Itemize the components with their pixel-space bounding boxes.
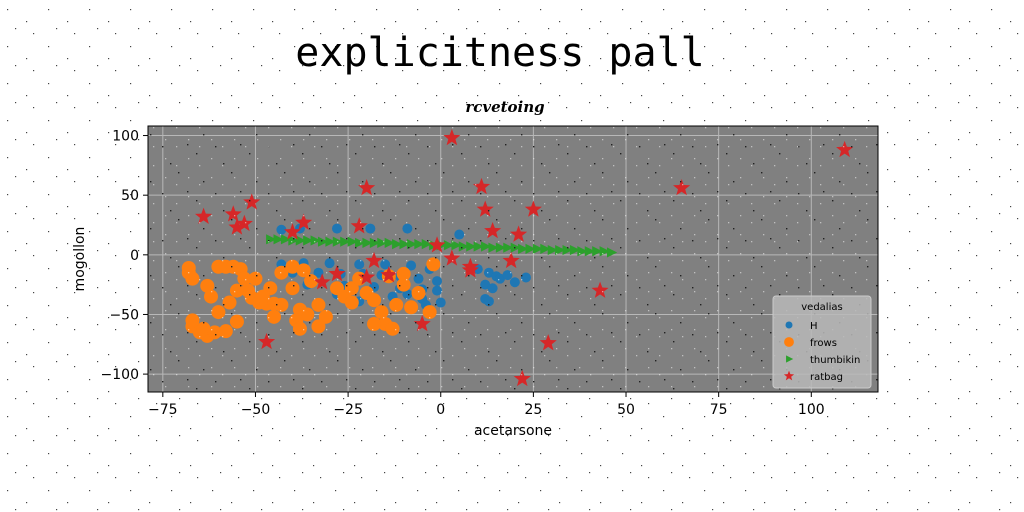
- legend-label-frows: frows: [810, 338, 837, 349]
- y-tick-label: −100: [101, 367, 139, 383]
- legend-label-H: H: [810, 321, 818, 332]
- y-tick-label: 50: [121, 188, 139, 204]
- x-tick-label: 25: [524, 402, 542, 418]
- x-tick-label: 100: [798, 402, 825, 418]
- y-tick-label: 100: [112, 129, 139, 145]
- legend-title: vedalias: [801, 302, 842, 313]
- x-tick-label: −75: [148, 402, 178, 418]
- x-tick-label: −50: [241, 402, 271, 418]
- plot-frame: [147, 125, 879, 393]
- x-tick-label: 75: [710, 402, 728, 418]
- legend-marker-ratbag: [783, 370, 795, 381]
- legend-label-thumbikin: thumbikin: [810, 355, 860, 366]
- x-tick-label: 0: [436, 402, 445, 418]
- x-tick-label: 50: [617, 402, 635, 418]
- y-tick-label: 0: [130, 248, 139, 264]
- legend-marker-thumbikin: [786, 355, 794, 363]
- y-axis-label: mogollon: [72, 227, 88, 292]
- plot-area: −75 −50 −25 0 25 50 75 100 −100 −50 0 50 100: [101, 125, 879, 418]
- figure-suptitle: explicitness pall: [295, 30, 704, 76]
- ticks: −75 −50 −25 0 25 50 75 100 −100 −50 0 50 100: [101, 129, 825, 418]
- legend-label-ratbag: ratbag: [810, 372, 843, 383]
- legend-box: [772, 295, 872, 389]
- plot-noise-light: [148, 126, 878, 392]
- x-tick-label: −25: [333, 402, 363, 418]
- legend-marker-H: [785, 321, 793, 329]
- x-axis-label: acetarsone: [474, 423, 552, 439]
- axes-title: rcvetoing: [465, 98, 544, 116]
- legend-marker-frows: [784, 337, 794, 347]
- y-tick-label: −50: [109, 307, 139, 323]
